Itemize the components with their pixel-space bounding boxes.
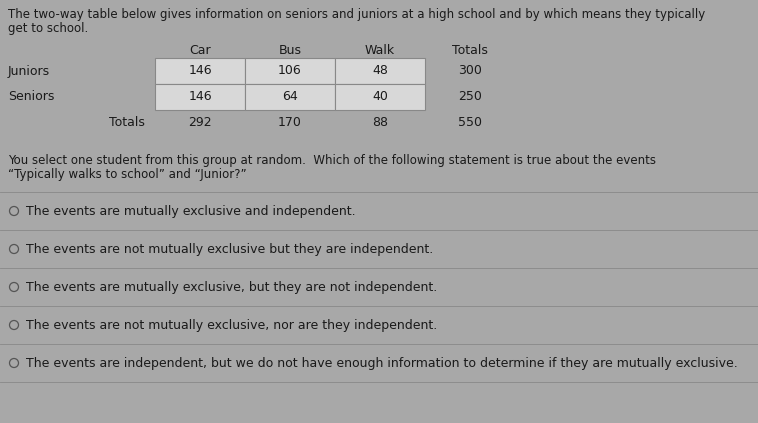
Text: 292: 292 bbox=[188, 116, 211, 129]
Text: 250: 250 bbox=[458, 91, 482, 104]
Bar bbox=[155, 84, 245, 110]
Text: “Typically walks to school” and “Junior?”: “Typically walks to school” and “Junior?… bbox=[8, 168, 246, 181]
Text: Juniors: Juniors bbox=[8, 64, 50, 77]
Text: The two-way table below gives information on seniors and juniors at a high schoo: The two-way table below gives informatio… bbox=[8, 8, 705, 21]
Text: Seniors: Seniors bbox=[8, 91, 55, 104]
Text: 88: 88 bbox=[372, 116, 388, 129]
Text: Bus: Bus bbox=[278, 44, 302, 57]
Text: The events are independent, but we do not have enough information to determine i: The events are independent, but we do no… bbox=[26, 357, 738, 370]
Text: You select one student from this group at random.  Which of the following statem: You select one student from this group a… bbox=[8, 154, 656, 167]
Text: The events are mutually exclusive and independent.: The events are mutually exclusive and in… bbox=[26, 204, 356, 217]
Text: get to school.: get to school. bbox=[8, 22, 88, 35]
Text: 146: 146 bbox=[188, 91, 211, 104]
Text: Car: Car bbox=[190, 44, 211, 57]
Text: Totals: Totals bbox=[452, 44, 488, 57]
Text: The events are not mutually exclusive but they are independent.: The events are not mutually exclusive bu… bbox=[26, 242, 434, 255]
Text: Totals: Totals bbox=[109, 116, 145, 129]
Text: 106: 106 bbox=[278, 64, 302, 77]
Text: The events are mutually exclusive, but they are not independent.: The events are mutually exclusive, but t… bbox=[26, 280, 437, 294]
Text: 550: 550 bbox=[458, 116, 482, 129]
Text: 48: 48 bbox=[372, 64, 388, 77]
Text: 146: 146 bbox=[188, 64, 211, 77]
Text: 40: 40 bbox=[372, 91, 388, 104]
Text: 170: 170 bbox=[278, 116, 302, 129]
Bar bbox=[335, 84, 425, 110]
Bar bbox=[245, 58, 335, 84]
Bar bbox=[155, 58, 245, 84]
Text: Walk: Walk bbox=[365, 44, 395, 57]
Bar bbox=[245, 84, 335, 110]
Bar bbox=[335, 58, 425, 84]
Text: 64: 64 bbox=[282, 91, 298, 104]
Text: The events are not mutually exclusive, nor are they independent.: The events are not mutually exclusive, n… bbox=[26, 319, 437, 332]
Text: 300: 300 bbox=[458, 64, 482, 77]
